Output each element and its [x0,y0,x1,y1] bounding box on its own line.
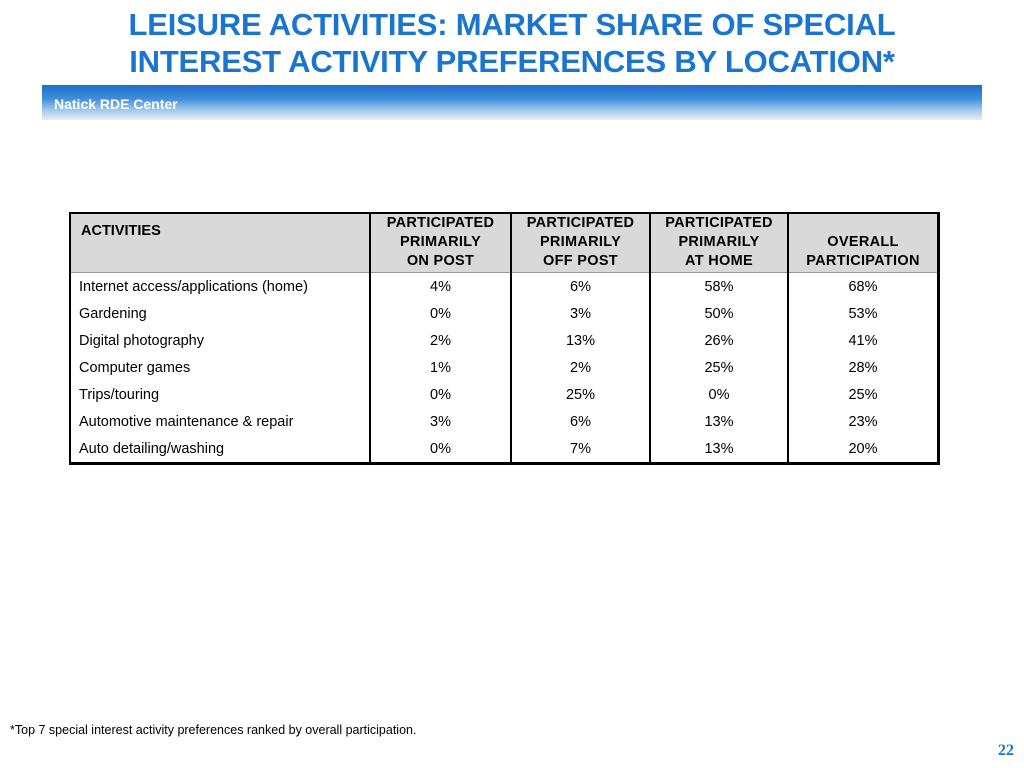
activities-table-container: ACTIVITIES PARTICIPATED PRIMARILY ON POST PA… [69,212,940,465]
banner-label: Natick RDE Center [54,96,178,112]
percentage-cell: 25% [787,381,937,408]
percentage-cell: 13% [510,327,650,354]
percentage-cell: 41% [787,327,937,354]
percentage-cell: 68% [787,272,937,300]
percentage-cell: 58% [649,272,788,300]
column-header-line: ACTIVITIES [81,223,161,239]
activity-name-cell: Digital photography [79,332,204,349]
page-number: 22 [998,742,1014,759]
header-banner: Natick RDE Center [42,85,982,120]
column-header-line: PRIMARILY [678,234,760,250]
column-header: PARTICIPATED PRIMARILY AT HOME [649,214,788,273]
percentage-cell: 25% [649,354,788,381]
activity-name-cell: Trips/touring [79,386,160,403]
table-row: Digital photography 2% 13% 26% 41% [71,327,937,354]
percentage-cell: 7% [510,435,650,462]
activity-name-cell: Computer games [79,359,191,376]
column-header-line: ON POST [406,253,475,269]
activities-table: ACTIVITIES PARTICIPATED PRIMARILY ON POST PA… [71,214,937,462]
footnote: *Top 7 special interest activity prefere… [10,723,417,737]
table-header-row: ACTIVITIES PARTICIPATED PRIMARILY ON POST PA… [71,214,937,273]
percentage-cell: 1% [369,354,511,381]
column-header-line: AT HOME [685,253,753,269]
column-header: OVERALL PARTICIPATION [787,214,937,273]
percentage-cell: 13% [649,408,788,435]
column-header-line: PRIMARILY [399,234,482,250]
percentage-cell: 0% [369,381,511,408]
column-header-line: PARTICIPATED [386,215,495,231]
column-header: PARTICIPATED PRIMARILY ON POST [369,214,511,273]
activity-name-cell: Internet access/applications (home) [71,272,370,300]
percentage-cell: 13% [649,435,788,462]
percentage-cell: 53% [787,300,937,327]
table-row: Automotive maintenance & repair 3% 6% 13% 23… [71,408,937,435]
percentage-cell: 0% [369,300,511,327]
percentage-cell: 4% [369,272,511,300]
percentage-cell: 23% [787,408,937,435]
percentage-cell: 28% [787,354,937,381]
percentage-cell: 2% [510,354,650,381]
percentage-cell: 50% [649,300,788,327]
activity-name-cell: Auto detailing/washing [79,440,225,457]
column-header-line: OVERALL [827,234,899,250]
table-row: Internet access/applications (home) 4% 6% 5… [71,272,937,300]
table-row: Auto detailing/washing 0% 7% 13% 20% [71,435,937,462]
percentage-cell: 6% [510,272,650,300]
column-header: PARTICIPATED PRIMARILY OFF POST [510,214,650,273]
percentage-cell: 0% [649,381,788,408]
slide-title-line-1: LEISURE ACTIVITIES: MARKET SHARE OF SPEC… [128,7,896,42]
percentage-cell: 25% [510,381,650,408]
percentage-cell: 26% [649,327,788,354]
activity-name-cell: Automotive maintenance & repair [79,413,294,430]
table-row: Trips/touring 0% 25% 0% 25% [71,381,937,408]
percentage-cell: 6% [510,408,650,435]
percentage-cell: 0% [369,435,511,462]
column-header: ACTIVITIES [71,214,370,273]
activity-name-cell: Gardening [79,305,147,322]
column-header-line: PARTICIPATED [526,215,635,231]
percentage-cell: 20% [787,435,937,462]
column-header-line: PARTICIPATED [665,215,773,231]
percentage-cell: 2% [369,327,511,354]
table-row: Gardening 0% 3% 50% 53% [71,300,937,327]
percentage-cell: 3% [510,300,650,327]
column-header-line: PARTICIPATION [806,253,920,269]
slide-title-line-2: INTEREST ACTIVITY PREFERENCES BY LOCATIO… [129,44,895,79]
column-header-line: PRIMARILY [539,234,622,250]
table-body: Internet access/applications (home) 4% 6% 5… [71,272,937,462]
slide-title: LEISURE ACTIVITIES: MARKET SHARE OF SPEC… [0,6,1024,80]
column-header-line: OFF POST [543,253,618,269]
percentage-cell: 3% [369,408,511,435]
table-row: Computer games 1% 2% 25% 28% [71,354,937,381]
